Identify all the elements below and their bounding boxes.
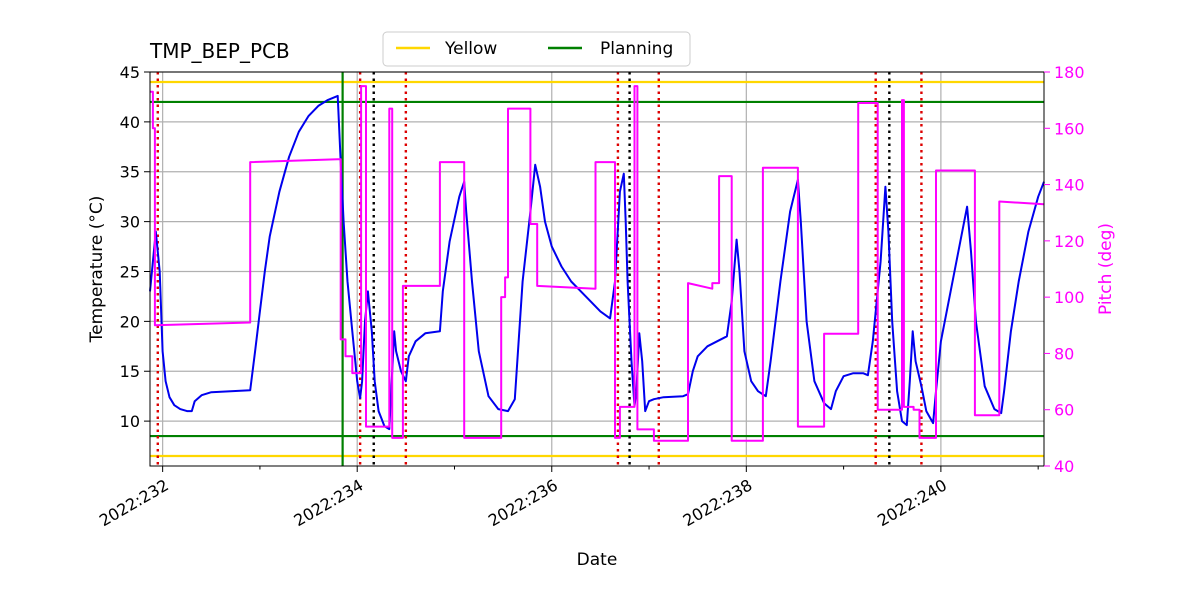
y2-tick-label: 80 <box>1054 344 1074 363</box>
y2-tick-label: 140 <box>1054 176 1085 195</box>
legend-label-planning: Planning <box>600 39 673 59</box>
y2-tick-label: 120 <box>1054 232 1085 251</box>
plot-frame <box>149 71 1045 467</box>
y2-axis-label: Pitch (deg) <box>1096 223 1116 315</box>
pitch-series-line <box>150 85 1045 442</box>
y2-tick-label: 180 <box>1054 63 1085 82</box>
y-tick-label: 35 <box>120 163 140 182</box>
chart-title: TMP_BEP_PCB <box>149 39 290 63</box>
y2-tick-label: 60 <box>1054 401 1074 420</box>
legend-frame <box>382 31 691 67</box>
y2-tick-label: 40 <box>1054 457 1074 476</box>
y-tick-label: 10 <box>120 412 140 431</box>
y-tick-label: 15 <box>120 362 140 381</box>
y-tick-label: 25 <box>120 262 140 281</box>
y-tick-label: 45 <box>120 63 140 82</box>
y2-tick-label: 160 <box>1054 119 1085 138</box>
legend: Yellow Planning <box>382 31 691 67</box>
y-tick-label: 30 <box>120 213 140 232</box>
limit-lines <box>150 72 1044 466</box>
series-lines <box>149 85 1045 442</box>
y-tick-label: 40 <box>120 113 140 132</box>
x-axis-label: Date <box>577 550 618 570</box>
legend-label-yellow: Yellow <box>444 39 497 59</box>
y-tick-label: 20 <box>120 312 140 331</box>
y2-tick-label: 100 <box>1054 288 1085 307</box>
y-axis-label: Temperature (°C) <box>87 196 107 344</box>
